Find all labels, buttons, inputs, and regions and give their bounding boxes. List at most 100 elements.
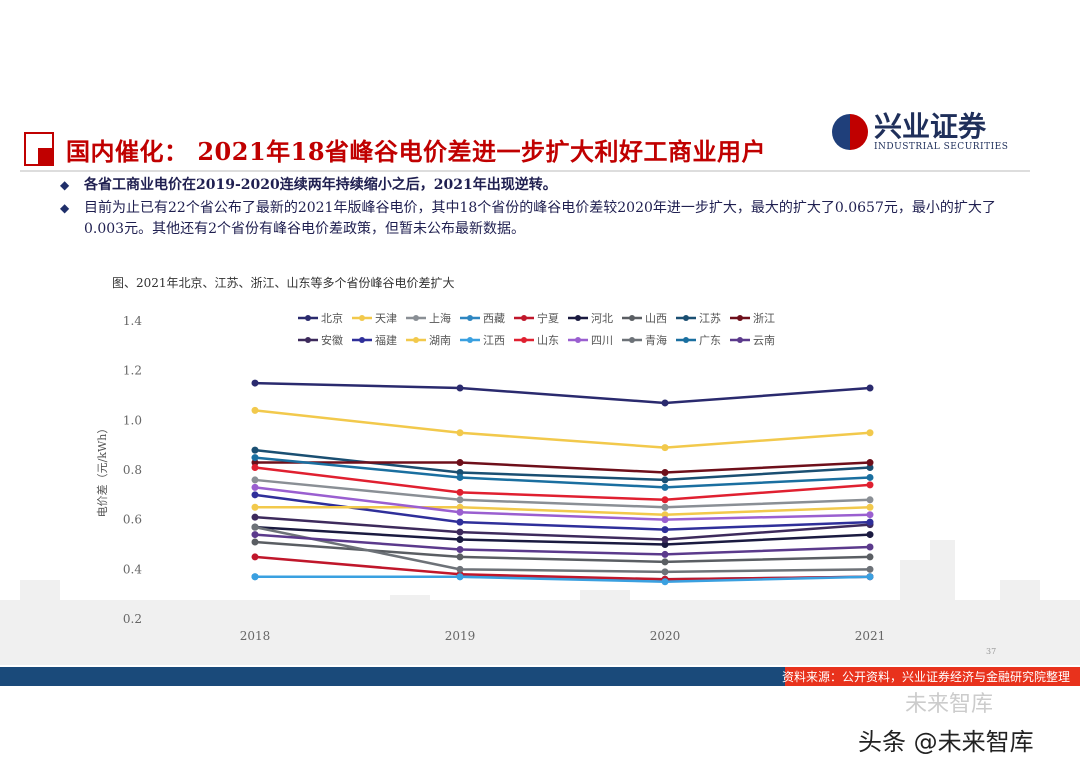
legend-item: 青海 <box>622 333 667 347</box>
data-point <box>866 531 874 539</box>
y-tick-label: 0.8 <box>123 463 142 477</box>
data-point <box>456 536 464 544</box>
data-point <box>251 513 259 521</box>
data-point <box>251 553 259 561</box>
legend-item: 湖南 <box>406 334 451 347</box>
y-axis-label: 电价差（元/kWh） <box>95 423 109 518</box>
data-point <box>456 553 464 561</box>
bullet-2: ◆ 目前为止已有22个省公布了最新的2021年版峰谷电价，其中18个省份的峰谷电价… <box>60 198 1020 240</box>
legend-label: 江苏 <box>699 312 721 325</box>
legend-item: 天津 <box>352 312 397 325</box>
data-point <box>661 503 669 511</box>
data-point <box>866 553 874 561</box>
data-point <box>661 476 669 484</box>
legend-label: 西藏 <box>483 312 505 325</box>
legend-item: 西藏 <box>460 312 505 325</box>
data-point <box>866 481 874 489</box>
data-point <box>456 518 464 526</box>
legend-label: 云南 <box>753 334 775 347</box>
data-point <box>251 573 259 581</box>
legend-label: 青海 <box>645 333 667 347</box>
series-line-天津 <box>254 409 871 449</box>
data-point <box>866 565 874 573</box>
bullet-1: ◆ 各省工商业电价在2019-2020连续两年持续缩小之后，2021年出现逆转。 <box>60 175 1020 196</box>
legend-label: 河北 <box>591 312 613 325</box>
bullet-text: 各省工商业电价在2019-2020连续两年持续缩小之后，2021年出现逆转。 <box>84 177 557 193</box>
legend-label: 上海 <box>429 311 451 325</box>
legend-item: 上海 <box>406 311 451 325</box>
data-point <box>661 568 669 576</box>
series-line-山东 <box>254 466 871 502</box>
data-point <box>456 545 464 553</box>
page-number: 37 <box>986 647 997 656</box>
data-point <box>456 473 464 481</box>
data-point <box>866 573 874 581</box>
figure-caption: 图、2021年北京、江苏、浙江、山东等多个省份峰谷电价差扩大 <box>112 276 455 290</box>
legend-label: 四川 <box>591 334 613 347</box>
data-point <box>251 503 259 511</box>
data-point <box>661 536 669 544</box>
legend-label: 浙江 <box>753 312 775 325</box>
legend-item: 宁夏 <box>514 311 559 325</box>
legend-item: 山东 <box>514 334 559 347</box>
data-point <box>661 483 669 491</box>
diamond-icon: ◆ <box>60 201 70 215</box>
data-point <box>866 518 874 526</box>
footer-bar-red <box>785 667 1080 686</box>
y-tick-label: 1.2 <box>123 364 142 378</box>
legend-label: 湖南 <box>429 334 451 347</box>
x-tick-label: 2018 <box>240 629 271 643</box>
x-tick-label: 2021 <box>855 629 886 643</box>
legend-label: 天津 <box>375 312 397 325</box>
y-tick-label: 0.4 <box>123 562 142 576</box>
data-point <box>866 503 874 511</box>
data-point <box>866 543 874 551</box>
data-point <box>456 488 464 496</box>
data-point <box>251 538 259 546</box>
data-point <box>456 565 464 573</box>
series-line-浙江 <box>255 461 871 474</box>
legend-item: 浙江 <box>730 312 775 325</box>
series-line-江西 <box>255 575 871 584</box>
data-point <box>456 384 464 392</box>
y-tick-label: 1.4 <box>123 314 142 328</box>
legend-label: 福建 <box>375 333 397 347</box>
data-point <box>661 550 669 558</box>
data-point <box>661 399 669 407</box>
data-point <box>251 459 259 467</box>
data-point <box>456 468 464 476</box>
series-line-北京 <box>254 381 871 405</box>
data-point <box>251 531 259 539</box>
data-point <box>661 468 669 476</box>
series-line-安徽 <box>254 515 871 541</box>
logo-cn: 兴业证券 <box>874 110 987 143</box>
x-tick-label: 2020 <box>650 629 681 643</box>
legend-label: 山西 <box>645 312 667 325</box>
data-point <box>661 444 669 452</box>
legend-label: 安徽 <box>321 333 343 347</box>
data-point <box>251 379 259 387</box>
legend-item: 云南 <box>730 334 775 347</box>
data-point <box>251 483 259 491</box>
data-point <box>456 503 464 511</box>
legend-item: 广东 <box>676 334 721 347</box>
legend-item: 四川 <box>568 334 613 347</box>
legend-label: 北京 <box>321 311 343 325</box>
data-point <box>661 516 669 524</box>
data-point <box>456 459 464 467</box>
data-point <box>866 496 874 504</box>
bullet-text: 目前为止已有22个省公布了最新的2021年版峰谷电价，其中18个省份的峰谷电价差… <box>84 200 996 237</box>
data-point <box>866 459 874 467</box>
series-line-青海 <box>254 525 871 574</box>
logo-mark-icon <box>832 114 868 150</box>
legend-item: 江苏 <box>676 312 721 325</box>
watermark: 未来智库 <box>905 692 994 717</box>
logo-en: INDUSTRIAL SECURITIES <box>874 142 1009 152</box>
data-point <box>456 429 464 437</box>
data-point <box>661 578 669 586</box>
y-tick-label: 0.6 <box>123 513 142 527</box>
source-note: 资料来源：公开资料，兴业证券经济与金融研究院整理 <box>781 670 1070 684</box>
series-line-江苏 <box>254 448 871 482</box>
legend-label: 江西 <box>483 334 505 347</box>
watermark: 头条 @未来智库 <box>858 728 1034 756</box>
